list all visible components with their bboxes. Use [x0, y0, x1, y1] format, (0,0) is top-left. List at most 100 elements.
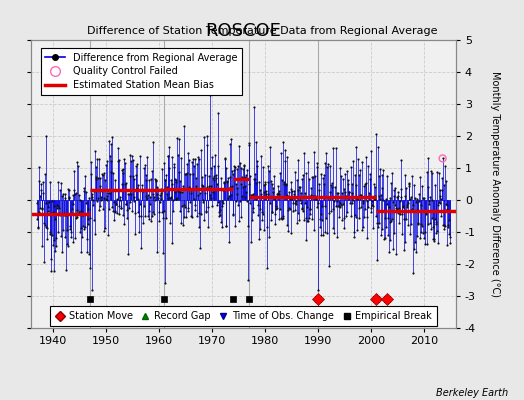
Point [133, 161, 141, 167]
Point [167, 176, 176, 183]
Point [114, 145, 122, 152]
Point [444, 217, 453, 224]
Point [427, 167, 435, 174]
Point [55, 205, 63, 212]
Point [139, 165, 148, 171]
Point [106, 190, 114, 196]
Text: Berkeley Earth: Berkeley Earth [436, 388, 508, 398]
Point [277, 215, 285, 221]
Point [145, 216, 154, 223]
Point [114, 158, 122, 164]
Point [340, 186, 348, 192]
Point [378, 172, 386, 178]
Point [176, 178, 184, 184]
Point [125, 152, 134, 159]
Point [288, 188, 297, 194]
Point [144, 192, 152, 198]
Point [394, 210, 402, 216]
Point [145, 208, 153, 214]
Point [398, 230, 406, 237]
Point [309, 173, 317, 180]
Point [185, 157, 193, 164]
Point [103, 197, 112, 204]
Point [314, 186, 323, 193]
Point [361, 181, 369, 188]
Point [86, 158, 95, 165]
Point [285, 189, 293, 196]
Point [124, 191, 133, 197]
Point [244, 142, 253, 149]
Point [385, 204, 393, 210]
Point [50, 203, 58, 210]
Point [394, 189, 402, 195]
Point [353, 227, 362, 234]
Point [108, 134, 116, 140]
Point [330, 230, 339, 236]
Point [379, 167, 388, 173]
Point [143, 154, 151, 160]
Point [111, 207, 119, 214]
Point [331, 144, 340, 151]
Point [104, 190, 112, 196]
Point [298, 204, 306, 211]
Point [111, 209, 119, 216]
Point [227, 167, 236, 174]
Point [320, 171, 329, 178]
Point [326, 188, 334, 195]
Point [364, 203, 373, 210]
Point [282, 182, 290, 188]
Point [276, 206, 285, 213]
Point [278, 177, 286, 183]
Point [59, 227, 67, 234]
Point [360, 214, 368, 220]
Point [139, 188, 147, 194]
Point [149, 208, 158, 215]
Point [116, 194, 125, 200]
Point [207, 194, 215, 201]
Point [260, 227, 268, 233]
Point [387, 180, 396, 186]
Point [153, 248, 161, 255]
Point [411, 195, 419, 201]
Point [48, 198, 57, 204]
Point [201, 208, 210, 214]
Point [397, 194, 405, 200]
Point [54, 210, 63, 216]
Point [94, 207, 103, 213]
Point [58, 193, 67, 199]
Point [235, 218, 244, 225]
Point [239, 166, 247, 172]
Point [47, 268, 55, 274]
Point [320, 180, 328, 187]
Point [311, 172, 319, 179]
Point [185, 170, 194, 177]
Point [297, 190, 305, 197]
Point [42, 200, 50, 206]
Point [313, 204, 321, 210]
Point [331, 193, 339, 200]
Point [347, 200, 356, 206]
Point [43, 225, 51, 232]
Point [191, 202, 199, 209]
Point [281, 147, 289, 154]
Point [423, 221, 432, 228]
Point [119, 165, 127, 172]
Point [159, 250, 167, 256]
Point [324, 160, 332, 167]
Point [358, 159, 366, 165]
Point [223, 177, 232, 184]
Point [48, 242, 57, 248]
Point [441, 223, 449, 229]
Point [314, 200, 323, 206]
Point [316, 224, 324, 230]
Point [379, 236, 388, 242]
Point [220, 179, 228, 186]
Point [384, 215, 392, 222]
Point [389, 246, 397, 252]
Point [363, 198, 371, 204]
Point [413, 196, 422, 202]
Point [445, 234, 454, 240]
Point [444, 222, 453, 228]
Point [310, 226, 319, 233]
Point [53, 229, 62, 236]
